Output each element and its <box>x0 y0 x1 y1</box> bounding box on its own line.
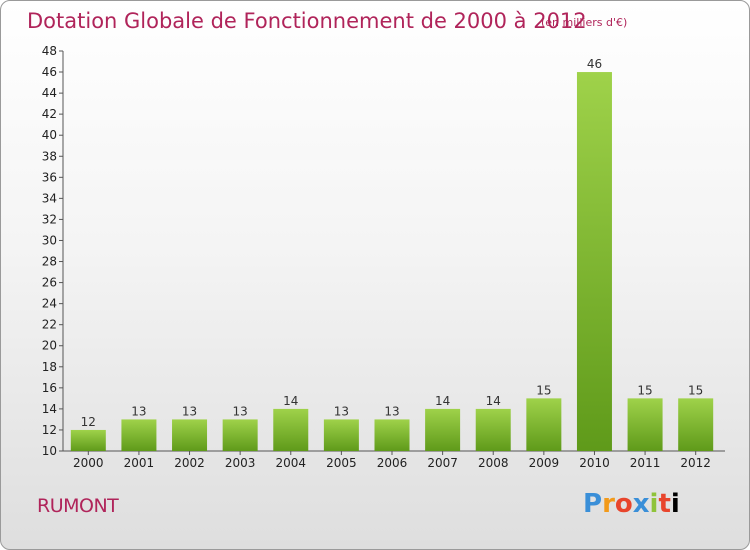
bar <box>526 398 562 451</box>
bar <box>627 398 663 451</box>
y-tick-label: 22 <box>42 318 57 332</box>
x-tick-label: 2007 <box>427 456 458 470</box>
bar <box>222 419 258 451</box>
y-tick-label: 38 <box>42 149 57 163</box>
bar-value-label: 13 <box>334 404 349 418</box>
bar-value-label: 15 <box>688 383 703 397</box>
bar-value-label: 15 <box>637 383 652 397</box>
bar <box>475 408 511 451</box>
logo-letter: r <box>602 489 615 519</box>
bar-value-label: 13 <box>384 404 399 418</box>
y-tick-label: 26 <box>42 276 57 290</box>
bar-value-label: 14 <box>486 394 501 408</box>
bar <box>273 408 309 451</box>
x-tick-label: 2012 <box>680 456 711 470</box>
logo-letter: i <box>670 489 680 519</box>
bar-value-label: 12 <box>81 415 96 429</box>
y-tick-label: 46 <box>42 65 57 79</box>
y-tick-label: 32 <box>42 212 57 226</box>
x-tick-label: 2008 <box>478 456 509 470</box>
chart-subtitle: (en milliers d'€) <box>541 16 628 29</box>
y-tick-label: 40 <box>42 128 57 142</box>
bar <box>172 419 208 451</box>
y-tick-label: 16 <box>42 381 57 395</box>
x-tick-label: 2006 <box>377 456 408 470</box>
logo-letter: x <box>632 489 650 519</box>
y-tick-label: 12 <box>42 423 57 437</box>
y-tick-label: 30 <box>42 233 57 247</box>
x-tick-label: 2011 <box>630 456 661 470</box>
bar-value-label: 46 <box>587 57 602 71</box>
bar <box>70 429 106 451</box>
y-tick-label: 18 <box>42 360 57 374</box>
logo-letter: t <box>658 489 671 519</box>
x-tick-label: 2009 <box>529 456 560 470</box>
bar <box>374 419 410 451</box>
x-tick-label: 2010 <box>579 456 610 470</box>
y-tick-label: 36 <box>42 170 57 184</box>
y-tick-label: 14 <box>42 402 57 416</box>
proxiti-logo: Proxiti <box>583 489 680 519</box>
bar-value-label: 13 <box>131 404 146 418</box>
y-tick-label: 28 <box>42 255 57 269</box>
y-tick-label: 44 <box>42 86 57 100</box>
x-tick-label: 2004 <box>275 456 306 470</box>
bar-value-label: 13 <box>182 404 197 418</box>
chart-title: Dotation Globale de Fonctionnement de 20… <box>27 9 587 33</box>
y-tick-label: 48 <box>42 44 57 58</box>
bar <box>678 398 714 451</box>
bar <box>323 419 359 451</box>
y-tick-label: 34 <box>42 191 57 205</box>
bar <box>121 419 157 451</box>
x-tick-label: 2000 <box>73 456 104 470</box>
y-tick-label: 24 <box>42 297 57 311</box>
commune-name: RUMONT <box>37 495 119 517</box>
bar-value-label: 14 <box>283 394 298 408</box>
x-tick-label: 2003 <box>225 456 256 470</box>
bar <box>425 408 461 451</box>
logo-letter: o <box>614 489 633 519</box>
x-tick-label: 2005 <box>326 456 357 470</box>
logo-letter: i <box>649 489 659 519</box>
bar-value-label: 15 <box>536 383 551 397</box>
y-tick-label: 42 <box>42 107 57 121</box>
x-tick-label: 2001 <box>124 456 155 470</box>
y-tick-label: 10 <box>42 444 57 458</box>
bar <box>576 72 612 451</box>
y-tick-label: 20 <box>42 339 57 353</box>
bar-value-label: 14 <box>435 394 450 408</box>
logo-letter: P <box>583 489 603 519</box>
bar-value-label: 13 <box>233 404 248 418</box>
x-tick-label: 2002 <box>174 456 205 470</box>
